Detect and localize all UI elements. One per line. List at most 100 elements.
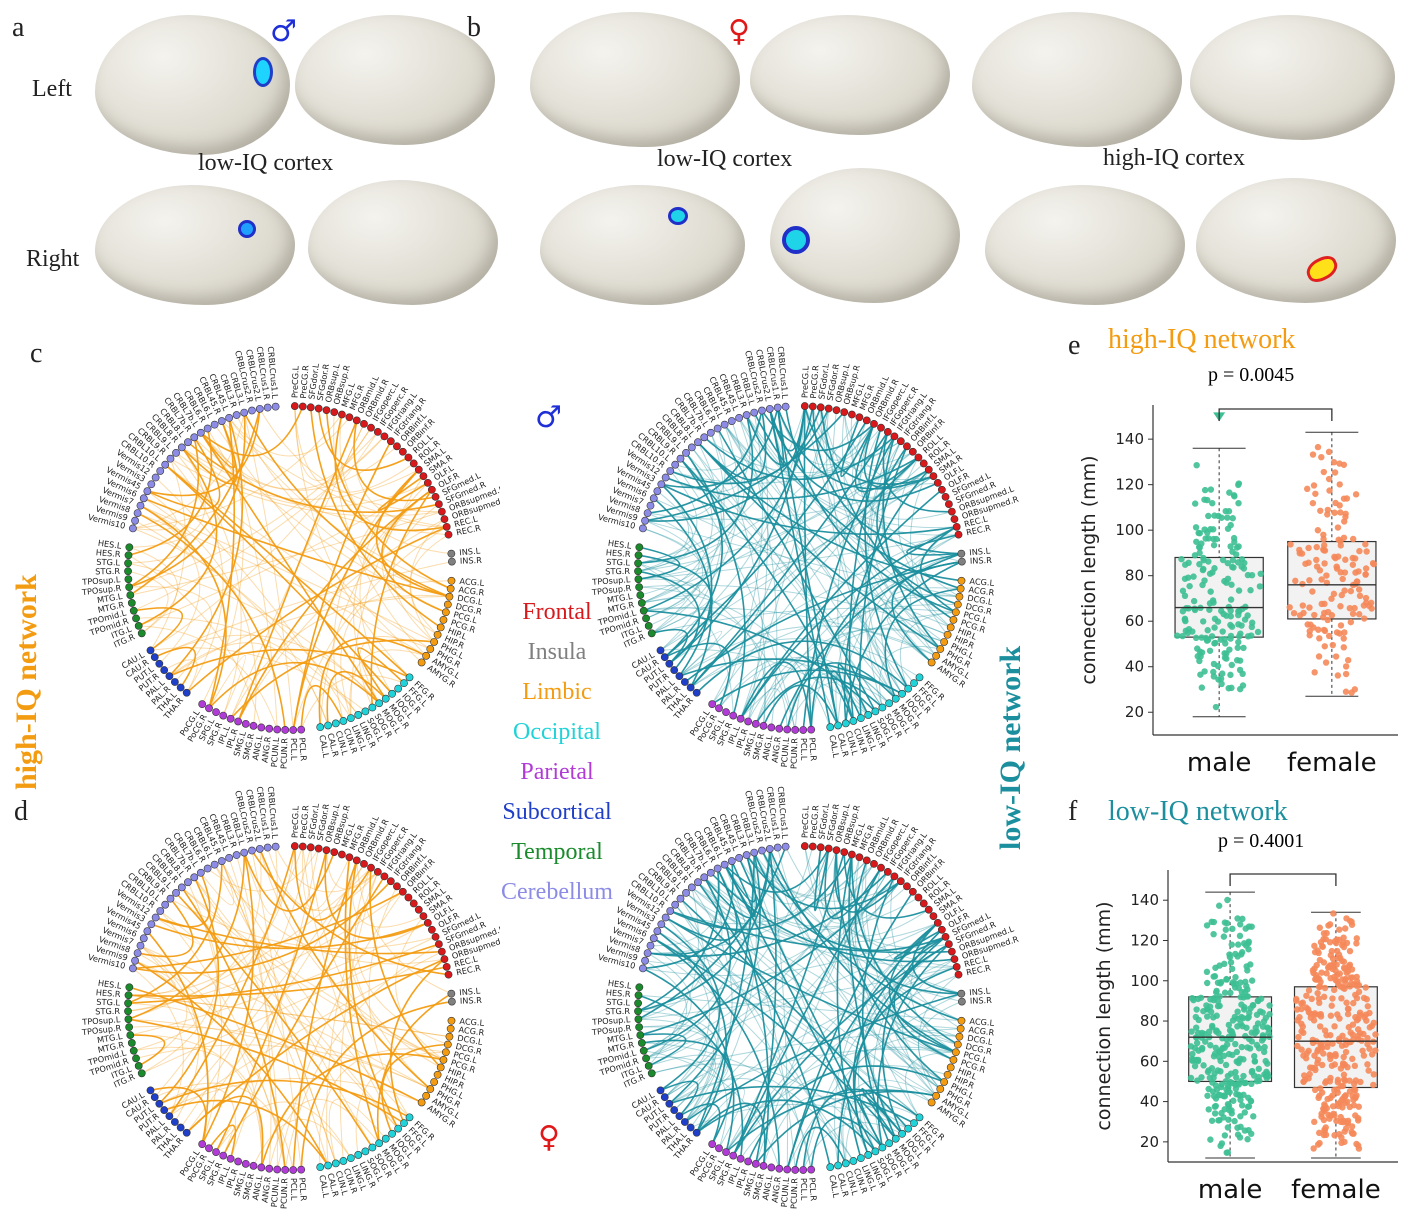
data-point — [1318, 1110, 1325, 1117]
region-node — [635, 983, 644, 992]
connection-edge — [128, 1018, 405, 1124]
data-point — [1238, 556, 1246, 563]
connection-edge — [697, 881, 832, 1168]
data-point — [1364, 1003, 1372, 1010]
data-point — [1319, 1044, 1326, 1051]
data-point — [1216, 1002, 1223, 1010]
connection-edge — [130, 922, 429, 1036]
connection-edge — [746, 854, 962, 995]
y-tick-label: 60 — [1125, 612, 1144, 630]
region-node — [956, 584, 965, 593]
data-point — [1227, 671, 1234, 679]
data-point — [1356, 1009, 1364, 1016]
connection-edge — [644, 520, 960, 598]
data-point — [1230, 980, 1237, 987]
data-point — [1251, 1053, 1258, 1060]
data-point — [1237, 1123, 1244, 1131]
y-tick-label: 80 — [1140, 1012, 1159, 1030]
region-node — [345, 413, 354, 422]
region-node — [634, 999, 642, 1008]
connection-edge — [703, 435, 895, 481]
region-node — [133, 509, 142, 517]
region-node — [826, 723, 835, 732]
data-point — [1332, 499, 1339, 507]
data-point — [1348, 918, 1355, 926]
region-node — [125, 583, 134, 592]
region-label: ACG.L — [459, 1016, 485, 1028]
connection-edge — [357, 647, 405, 700]
data-point — [1306, 577, 1313, 584]
region-label: PreCG.L — [800, 365, 811, 398]
data-point — [1327, 1055, 1334, 1063]
region-label: STG.R — [605, 1006, 630, 1016]
boxplot-e-title: high-IQ network — [1108, 324, 1296, 355]
data-point — [1256, 583, 1264, 590]
region-node — [393, 442, 401, 451]
region-node — [427, 925, 436, 934]
region-node — [339, 717, 348, 725]
data-point — [1221, 577, 1228, 585]
data-point — [1207, 588, 1214, 595]
region-node — [436, 623, 445, 632]
data-point — [1328, 595, 1335, 602]
connection-edge — [349, 649, 427, 719]
region-node — [855, 413, 864, 422]
data-point — [1329, 1103, 1337, 1110]
connection-edge — [865, 436, 897, 699]
connection-edge — [819, 847, 895, 924]
region-node — [248, 406, 256, 415]
connection-edge — [848, 854, 897, 1139]
region-node — [949, 615, 958, 624]
data-point — [1351, 604, 1358, 612]
region-node — [241, 719, 250, 728]
data-point — [1238, 1001, 1245, 1008]
connection-edge — [381, 489, 438, 636]
region-node — [324, 1161, 332, 1170]
region-node — [954, 970, 963, 979]
data-point — [1262, 1014, 1270, 1022]
region-node — [184, 438, 192, 447]
region-node — [124, 559, 132, 568]
connection-edge — [664, 452, 723, 658]
connection-edge — [300, 674, 405, 730]
region-node — [433, 630, 442, 639]
region-node — [265, 724, 274, 733]
region-node — [125, 1023, 134, 1032]
connection-edge — [859, 1085, 932, 1156]
connection-edge — [813, 847, 830, 912]
region-node — [940, 1078, 949, 1086]
region-label: ANG.L — [250, 1174, 264, 1201]
data-point — [1204, 627, 1211, 634]
region-node — [330, 408, 339, 417]
data-point — [1232, 950, 1239, 958]
region-label: ANG.R — [769, 736, 782, 764]
data-point — [1206, 647, 1214, 654]
data-point — [1340, 943, 1348, 951]
connection-edge — [140, 505, 201, 665]
region-node — [682, 448, 690, 457]
connection-edge — [685, 892, 945, 1083]
region-label: TPOsup.L — [81, 1014, 121, 1027]
region-label: ANG.R — [769, 1176, 782, 1204]
data-point — [1338, 995, 1345, 1002]
region-label: PreCG.L — [290, 805, 301, 838]
data-point — [1212, 1044, 1219, 1052]
region-node — [841, 719, 850, 728]
connection-edge — [164, 464, 431, 650]
data-point — [1315, 975, 1323, 983]
data-point — [1229, 1051, 1236, 1059]
region-node — [445, 592, 454, 601]
data-point — [1225, 1084, 1232, 1091]
data-point — [1322, 659, 1330, 666]
data-point — [1362, 541, 1369, 548]
connection-edge — [893, 929, 946, 960]
data-point — [1354, 1117, 1362, 1124]
data-point — [1355, 586, 1363, 593]
data-point — [1232, 1085, 1240, 1092]
region-node — [940, 638, 949, 646]
region-node — [781, 402, 790, 411]
connection-edge — [175, 892, 399, 1129]
data-point — [1234, 644, 1241, 651]
region-node — [957, 557, 966, 566]
data-point — [1225, 508, 1233, 515]
